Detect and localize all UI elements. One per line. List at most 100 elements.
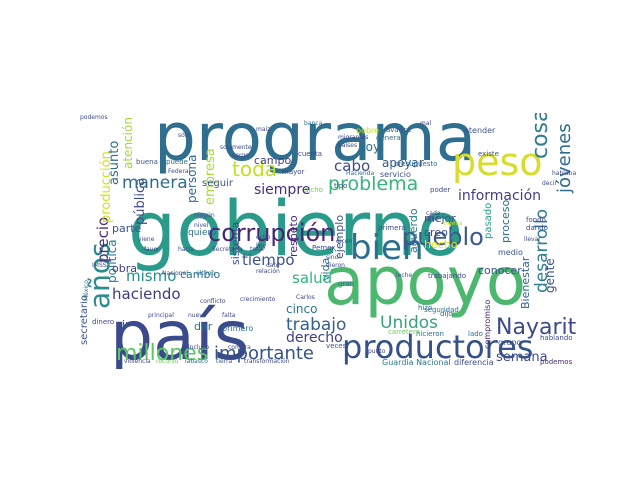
word-cambio: cambio xyxy=(180,268,221,281)
word-trabajando: trabajando xyxy=(428,272,467,280)
word-buena: buena xyxy=(136,158,158,166)
word-tabasco: Tabasco xyxy=(184,358,208,365)
word-grupo: grupo xyxy=(498,338,522,347)
word-hablaba: hablaba xyxy=(552,170,576,177)
word-cloud: gobierno programa país apoyo productores… xyxy=(80,113,576,369)
word-salud: salud xyxy=(292,269,333,287)
word-conflicto: conflicto xyxy=(200,298,226,305)
word-conocer: conocer xyxy=(478,264,522,277)
word-hacia: hacia xyxy=(178,246,195,253)
word-maiz: maíz xyxy=(256,126,271,133)
word-tipo: tipo xyxy=(334,182,348,190)
word-primera: primera xyxy=(378,224,406,232)
word-hacienda: Hacienda xyxy=(346,170,375,177)
word-cargo: cargo xyxy=(232,152,249,159)
word-hoy: hoy xyxy=(358,140,381,154)
word-cada: cada xyxy=(426,210,441,217)
word-productores: productores xyxy=(342,328,534,366)
word-llevar: llevar xyxy=(524,236,541,243)
word-corrupcion: corrupción xyxy=(208,219,336,247)
word-dar: dar xyxy=(194,320,213,333)
word-dice: dice xyxy=(426,216,439,223)
word-banca: banca xyxy=(304,120,323,127)
word-dieron: dieron xyxy=(326,262,345,269)
word-atender: atender xyxy=(464,126,496,135)
word-violencia: violencia xyxy=(124,358,151,365)
word-existe: existe xyxy=(478,150,499,158)
word-cabo: cabo xyxy=(334,157,371,175)
word-haciendo: haciendo xyxy=(112,285,181,303)
word-falta: falta xyxy=(222,312,236,319)
word-migrantes: migrantes xyxy=(338,134,369,141)
word-transformacion: transformación xyxy=(244,358,290,365)
word-peso: peso xyxy=(452,140,543,184)
word-quiero: quiero xyxy=(188,228,217,238)
word-mexico: México xyxy=(83,280,90,301)
word-problema: problema xyxy=(328,173,419,195)
word-federal: Federal xyxy=(168,168,191,175)
word-derecho: derecho xyxy=(286,330,343,346)
word-nuevo: nuevo xyxy=(188,312,207,319)
word-diferencia: diferencia xyxy=(454,358,494,367)
word-creo: creo xyxy=(424,226,448,239)
word-lado: lado xyxy=(468,330,483,338)
word-sino: sino xyxy=(326,254,339,261)
word-leche: leche xyxy=(396,272,413,279)
word-unidos: Unidos xyxy=(380,313,438,333)
word-crecimiento: crecimiento xyxy=(240,296,276,303)
word-solo: sólo xyxy=(178,132,191,139)
word-ir: ir xyxy=(122,318,130,331)
word-pobre: pobre xyxy=(356,126,380,135)
word-parte: parte xyxy=(112,222,142,235)
word-dicen: dicen xyxy=(336,238,353,245)
word-paises: países xyxy=(338,142,358,149)
word-seguir: seguir xyxy=(202,178,233,189)
word-dinero: dinero xyxy=(92,318,115,326)
word-incluso: incluso xyxy=(188,344,210,351)
word-seguridad: seguridad xyxy=(424,306,459,314)
word-semana: semana xyxy=(496,350,548,365)
word-podemos-small: podemos xyxy=(80,114,108,121)
word-proceso: proceso xyxy=(499,199,512,243)
word-tiempo: tiempo xyxy=(242,251,295,269)
word-pais: país xyxy=(110,297,250,370)
word-mejor: mejor xyxy=(424,212,456,225)
word-gran: gran xyxy=(338,280,355,288)
word-manera: manera xyxy=(122,173,188,193)
word-avance: avance xyxy=(386,126,412,134)
word-bien: bien xyxy=(350,228,424,268)
word-toda: toda xyxy=(232,157,278,181)
word-ejemplo: ejemplo xyxy=(333,214,346,259)
word-hizo: hizo xyxy=(418,304,433,312)
word-apoyo: apoyo xyxy=(324,243,527,320)
word-carlos: Carlos xyxy=(296,294,315,301)
word-obra: obra xyxy=(112,262,137,275)
word-principal: principal xyxy=(148,312,174,319)
word-servicio: servicio xyxy=(380,170,411,179)
word-ley: ley xyxy=(256,242,267,250)
word-cinco: cinco xyxy=(286,302,318,316)
word-programa: programa xyxy=(154,113,477,176)
word-campo: campo xyxy=(254,154,292,167)
word-imss: IMSS xyxy=(92,262,107,269)
word-hablando: hablando xyxy=(540,334,573,342)
word-ocho: ocho xyxy=(256,234,271,241)
word-mayor: mayor xyxy=(282,168,305,176)
word-poder: poder xyxy=(430,186,451,194)
word-ultimo: último xyxy=(196,270,216,277)
word-podemos: podemos xyxy=(540,358,573,366)
word-carretera: carretera xyxy=(388,328,421,336)
word-sistema: sistema xyxy=(229,221,242,265)
word-respeto: respeto xyxy=(287,215,300,257)
word-nueva: nueva xyxy=(444,220,463,227)
word-nacional: Nacional xyxy=(162,270,188,277)
word-cuenta: cuenta xyxy=(298,150,323,158)
word-fondo: fondo xyxy=(526,216,546,224)
word-punto: punto xyxy=(368,348,386,355)
word-millones: millones xyxy=(116,341,209,366)
word-mal: mal xyxy=(420,120,432,127)
word-acuerdo: acuerdo xyxy=(407,208,420,253)
word-ningun: ningún xyxy=(194,212,215,219)
word-compra: compra xyxy=(228,344,251,351)
word-publica: pública xyxy=(133,177,148,225)
